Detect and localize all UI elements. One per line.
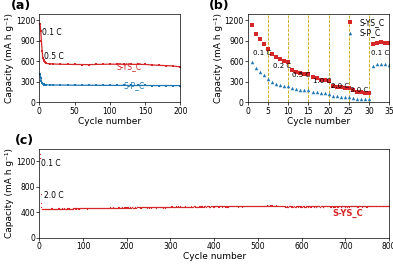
- Text: 0.2 C: 0.2 C: [273, 63, 291, 69]
- Y-axis label: Capacity (mA h g⁻¹): Capacity (mA h g⁻¹): [6, 148, 15, 238]
- Text: 1.0 C: 1.0 C: [312, 78, 331, 84]
- Text: 0.1 C: 0.1 C: [41, 159, 61, 168]
- Y-axis label: Capacity (mA h g⁻¹): Capacity (mA h g⁻¹): [214, 13, 223, 103]
- Text: 0.5 C: 0.5 C: [44, 52, 63, 61]
- X-axis label: Cycle number: Cycle number: [183, 252, 246, 261]
- Text: S-P_C: S-P_C: [124, 81, 145, 90]
- Text: 0.1 C: 0.1 C: [42, 28, 62, 37]
- Text: 0.1 C: 0.1 C: [253, 50, 271, 56]
- Legend: S-YS_C, S-P_C: S-YS_C, S-P_C: [342, 17, 385, 38]
- Text: S-YS_C: S-YS_C: [332, 208, 363, 218]
- Text: (c): (c): [15, 134, 34, 147]
- Text: 3.0 C: 3.0 C: [350, 87, 368, 93]
- Text: (a): (a): [11, 0, 31, 12]
- X-axis label: Cycle number: Cycle number: [287, 117, 350, 126]
- Text: 2.0 C: 2.0 C: [44, 191, 63, 200]
- Y-axis label: Capacity (mA h g⁻¹): Capacity (mA h g⁻¹): [6, 13, 15, 103]
- Text: 2.0 C: 2.0 C: [331, 83, 349, 89]
- Text: (b): (b): [209, 0, 229, 12]
- X-axis label: Cycle number: Cycle number: [78, 117, 141, 126]
- Text: S-YS_C: S-YS_C: [117, 63, 142, 72]
- Text: 0.5 C: 0.5 C: [292, 72, 310, 78]
- Text: 0.1 C: 0.1 C: [371, 49, 389, 56]
